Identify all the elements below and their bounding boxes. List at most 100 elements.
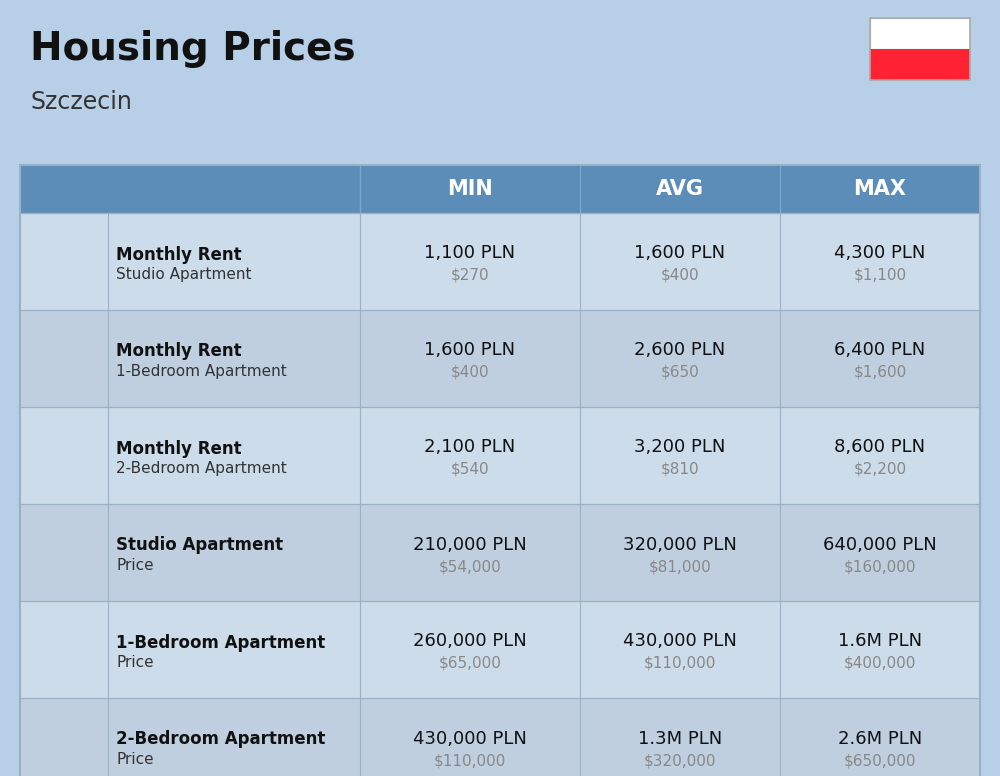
Circle shape: [86, 753, 101, 768]
Text: Monthly Rent: Monthly Rent: [116, 439, 242, 458]
FancyBboxPatch shape: [60, 241, 70, 250]
FancyBboxPatch shape: [43, 571, 54, 580]
Text: $400,000: $400,000: [844, 656, 916, 671]
FancyBboxPatch shape: [37, 459, 53, 473]
Text: 2.6M PLN: 2.6M PLN: [838, 729, 922, 747]
Text: $270: $270: [451, 268, 489, 283]
Text: $81,000: $81,000: [649, 559, 711, 574]
Text: 210,000 PLN: 210,000 PLN: [413, 535, 527, 553]
FancyBboxPatch shape: [62, 636, 77, 646]
Text: $1,100: $1,100: [853, 268, 907, 283]
FancyBboxPatch shape: [60, 545, 70, 554]
Text: Price: Price: [116, 655, 154, 670]
FancyBboxPatch shape: [37, 750, 53, 764]
Text: $110,000: $110,000: [434, 753, 506, 768]
Circle shape: [86, 462, 101, 477]
FancyBboxPatch shape: [62, 651, 77, 662]
Text: 2,100 PLN: 2,100 PLN: [424, 438, 516, 456]
FancyBboxPatch shape: [60, 280, 70, 289]
Text: 430,000 PLN: 430,000 PLN: [413, 729, 527, 747]
FancyBboxPatch shape: [60, 267, 70, 276]
FancyBboxPatch shape: [54, 666, 64, 681]
FancyBboxPatch shape: [43, 267, 54, 276]
Text: $110,000: $110,000: [644, 656, 716, 671]
Text: $540: $540: [451, 462, 489, 477]
FancyBboxPatch shape: [43, 280, 54, 289]
Text: 1.3M PLN: 1.3M PLN: [638, 729, 722, 747]
FancyBboxPatch shape: [77, 281, 82, 288]
Text: 2-Bedroom Apartment: 2-Bedroom Apartment: [116, 730, 325, 749]
Text: Szczecin: Szczecin: [30, 90, 132, 114]
Text: $650,000: $650,000: [844, 753, 916, 768]
Text: $1,600: $1,600: [853, 365, 907, 380]
Text: $65,000: $65,000: [439, 656, 501, 671]
FancyBboxPatch shape: [65, 750, 81, 764]
FancyBboxPatch shape: [84, 559, 90, 566]
FancyBboxPatch shape: [60, 571, 70, 580]
FancyBboxPatch shape: [54, 375, 64, 390]
Text: Monthly Rent: Monthly Rent: [116, 245, 242, 264]
Circle shape: [82, 653, 99, 670]
Text: $2,200: $2,200: [853, 462, 907, 477]
Text: Studio Apartment: Studio Apartment: [116, 536, 283, 555]
FancyBboxPatch shape: [32, 445, 88, 487]
Text: 1,100 PLN: 1,100 PLN: [424, 244, 516, 262]
Text: Price: Price: [116, 752, 154, 767]
Text: 1.6M PLN: 1.6M PLN: [838, 632, 922, 650]
Text: 430,000 PLN: 430,000 PLN: [623, 632, 737, 650]
Text: 1,600 PLN: 1,600 PLN: [424, 341, 516, 359]
FancyBboxPatch shape: [77, 559, 82, 566]
Text: $400: $400: [661, 268, 699, 283]
FancyBboxPatch shape: [32, 338, 85, 390]
FancyBboxPatch shape: [40, 525, 74, 584]
Text: 8,600 PLN: 8,600 PLN: [834, 438, 926, 456]
Text: 640,000 PLN: 640,000 PLN: [823, 535, 937, 553]
FancyBboxPatch shape: [84, 572, 90, 579]
Text: 1,600 PLN: 1,600 PLN: [634, 244, 726, 262]
FancyBboxPatch shape: [62, 345, 77, 355]
Text: 260,000 PLN: 260,000 PLN: [413, 632, 527, 650]
FancyBboxPatch shape: [60, 558, 70, 567]
Text: 3,200 PLN: 3,200 PLN: [634, 438, 726, 456]
Text: $320,000: $320,000: [644, 753, 716, 768]
Text: 2,600 PLN: 2,600 PLN: [634, 341, 726, 359]
FancyBboxPatch shape: [54, 467, 68, 487]
Text: MAX: MAX: [854, 179, 906, 199]
Text: 320,000 PLN: 320,000 PLN: [623, 535, 737, 553]
FancyBboxPatch shape: [74, 546, 94, 584]
FancyBboxPatch shape: [43, 558, 54, 567]
FancyBboxPatch shape: [60, 254, 70, 263]
Text: Price: Price: [116, 558, 154, 573]
Text: $54,000: $54,000: [439, 559, 501, 574]
FancyBboxPatch shape: [32, 629, 85, 681]
FancyBboxPatch shape: [32, 736, 88, 776]
FancyBboxPatch shape: [37, 651, 53, 662]
FancyBboxPatch shape: [37, 360, 53, 371]
Text: MIN: MIN: [447, 179, 493, 199]
Text: $160,000: $160,000: [844, 559, 916, 574]
FancyBboxPatch shape: [43, 254, 54, 263]
FancyBboxPatch shape: [62, 667, 77, 677]
FancyBboxPatch shape: [65, 459, 81, 473]
Text: $400: $400: [451, 365, 489, 380]
FancyBboxPatch shape: [37, 345, 53, 355]
FancyBboxPatch shape: [37, 376, 53, 386]
FancyBboxPatch shape: [62, 360, 77, 371]
Text: AVG: AVG: [656, 179, 704, 199]
FancyBboxPatch shape: [84, 268, 90, 275]
FancyBboxPatch shape: [54, 758, 68, 776]
Text: Housing Prices: Housing Prices: [30, 30, 356, 68]
Text: $650: $650: [661, 365, 699, 380]
Text: 1-Bedroom Apartment: 1-Bedroom Apartment: [116, 364, 287, 379]
Text: 6,400 PLN: 6,400 PLN: [834, 341, 926, 359]
Polygon shape: [29, 424, 92, 445]
FancyBboxPatch shape: [84, 281, 90, 288]
FancyBboxPatch shape: [43, 545, 54, 554]
Text: 1-Bedroom Apartment: 1-Bedroom Apartment: [116, 633, 325, 652]
FancyBboxPatch shape: [43, 532, 54, 541]
Text: Monthly Rent: Monthly Rent: [116, 342, 242, 361]
Polygon shape: [29, 715, 92, 736]
Text: $810: $810: [661, 462, 699, 477]
FancyBboxPatch shape: [43, 241, 54, 250]
FancyBboxPatch shape: [37, 636, 53, 646]
